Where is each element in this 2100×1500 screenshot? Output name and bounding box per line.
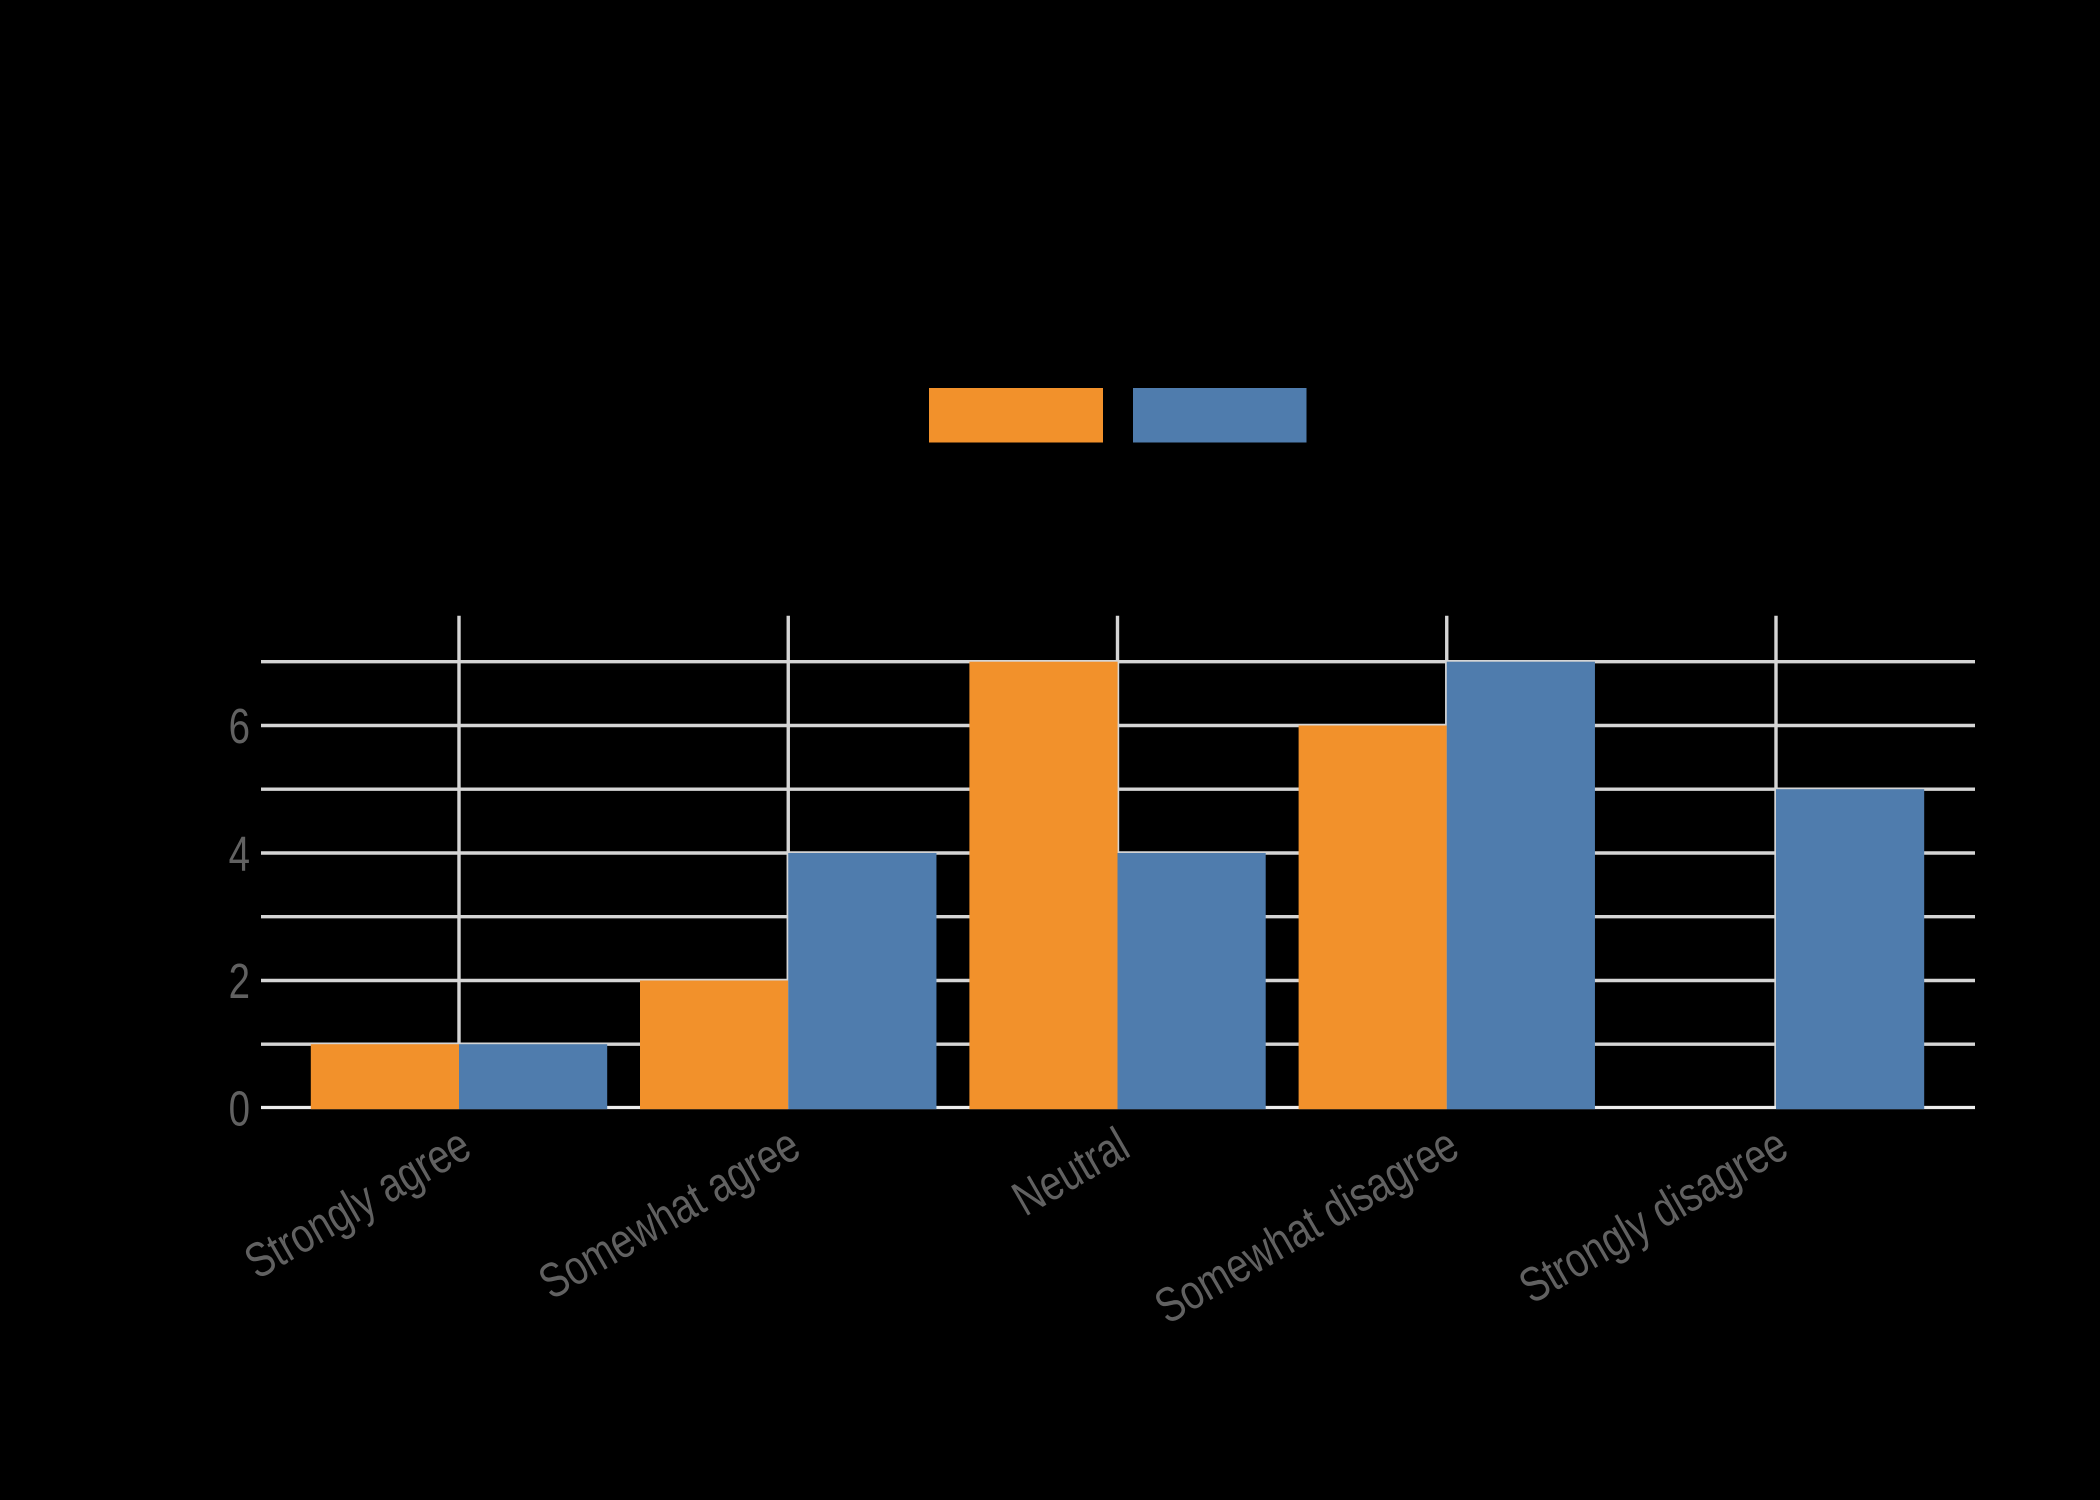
svg-text:6: 6 <box>229 699 250 754</box>
svg-text:2: 2 <box>229 954 250 1009</box>
svg-text:4: 4 <box>229 827 250 882</box>
svg-text:0: 0 <box>229 1082 250 1137</box>
